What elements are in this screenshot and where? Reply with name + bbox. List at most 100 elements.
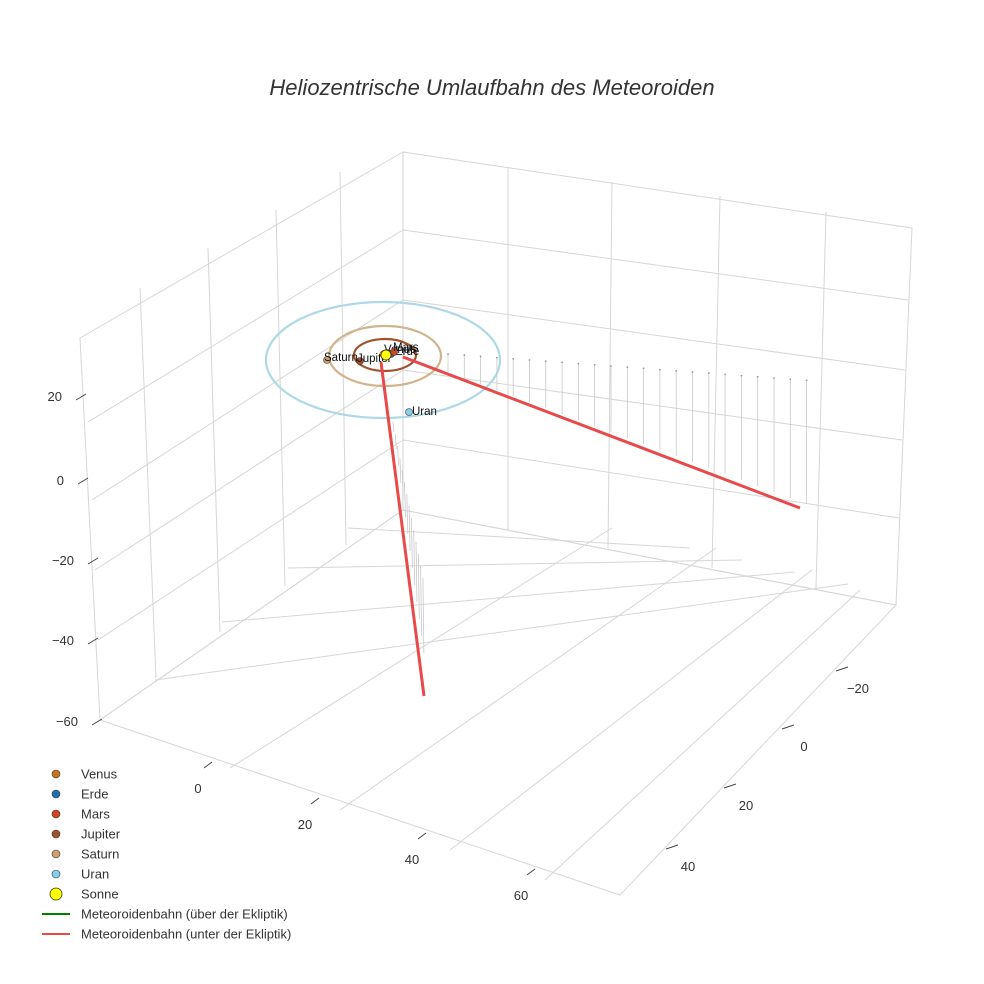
left-wall-gridline — [91, 299, 404, 501]
drop-line — [413, 529, 416, 586]
y-tick-label: 0 — [800, 739, 807, 754]
left-wall-gridline — [97, 439, 404, 641]
y-tick-label: 40 — [681, 859, 695, 874]
y-tick-label: −20 — [847, 681, 869, 696]
drop-dot — [528, 359, 531, 361]
drop-line — [415, 541, 418, 603]
left-wall-gridline — [339, 171, 347, 546]
floor-gridline — [449, 569, 813, 851]
meteoroid-path-below-2 — [379, 361, 426, 697]
drop-line — [392, 421, 395, 433]
legend-item: Meteoroidenbahn (über der Ekliptik) — [42, 907, 288, 922]
legend-item: Jupiter — [51, 827, 121, 842]
legend-marker — [51, 829, 61, 839]
floor-gridline — [154, 583, 849, 681]
drop-line — [420, 565, 422, 637]
z-tick-mark — [87, 637, 99, 645]
x-tick-mark — [310, 797, 320, 805]
drop-dot — [740, 374, 743, 377]
legend-item: Meteoroidenbahn (unter der Ekliptik) — [42, 927, 291, 942]
drop-dot — [463, 354, 466, 357]
planet-label-saturn: Saturn — [324, 352, 358, 364]
drop-dot — [805, 379, 808, 382]
drop-dot — [561, 361, 563, 364]
legend-item: Uran — [51, 867, 109, 882]
legend-label: Saturn — [81, 847, 119, 862]
drop-dot — [756, 375, 759, 378]
back-wall-gridline — [402, 299, 906, 371]
floor-gridline — [544, 589, 861, 881]
legend: Venus Erde Mars Jupiter Saturn Uran Sonne Meteo… — [42, 767, 291, 942]
y-tick-mark — [665, 844, 679, 850]
drop-dot — [789, 378, 792, 381]
z-tick-label: 20 — [48, 389, 62, 404]
legend-marker — [51, 769, 61, 779]
planet-mars — [390, 348, 398, 356]
legend-label: Erde — [81, 787, 108, 802]
z-tick-label: −60 — [56, 714, 78, 729]
z-tick-mark — [75, 393, 87, 401]
drop-line — [408, 505, 411, 552]
x-tick-label: 20 — [298, 817, 312, 832]
x-tick-mark — [526, 868, 536, 876]
legend-label: Meteoroidenbahn (unter der Ekliptik) — [81, 927, 291, 942]
legend-item: Mars — [51, 807, 110, 822]
planet-label-uran: Uran — [412, 406, 437, 418]
drop-line — [399, 457, 402, 484]
drop-lines — [392, 353, 808, 654]
y-tick-mark — [781, 724, 795, 730]
planet-jupiter — [356, 357, 364, 365]
drop-line — [411, 517, 413, 569]
x-tick-mark — [203, 761, 213, 769]
drop-line — [397, 445, 399, 467]
drop-line — [394, 433, 397, 450]
drop-dot — [659, 368, 661, 371]
legend-marker — [51, 809, 61, 819]
floor-gridline — [287, 559, 743, 569]
left-wall-gridline — [139, 287, 157, 679]
drop-dot — [724, 373, 726, 376]
drop-dot — [773, 377, 775, 379]
floor-gridline — [347, 527, 691, 549]
drop-dot — [642, 367, 645, 370]
back-wall-gridline — [402, 439, 900, 519]
y-tick-mark — [835, 666, 849, 672]
drop-dot — [496, 356, 498, 359]
legend-item: Erde — [51, 787, 108, 802]
drop-line — [417, 553, 420, 620]
left-wall-gridline — [87, 229, 404, 423]
drop-dot — [479, 355, 482, 358]
left-wall-gridline — [94, 369, 404, 571]
z-tick-mark — [77, 477, 89, 485]
legend-item: Saturn — [51, 847, 119, 862]
drop-dot — [675, 369, 678, 372]
legend-label: Mars — [81, 807, 110, 822]
drop-dot — [707, 372, 710, 375]
drop-line — [404, 481, 406, 518]
back-wall-gridline — [402, 229, 909, 301]
z-tick-label: −20 — [52, 553, 74, 568]
planet-uran — [405, 408, 413, 416]
legend-label: Meteoroidenbahn (über der Ekliptik) — [81, 907, 288, 922]
back-wall-gridline — [607, 181, 613, 549]
back-wall-gridline — [711, 195, 721, 569]
drop-line — [401, 469, 404, 501]
floor-gridline — [339, 547, 717, 811]
left-wall — [79, 151, 404, 721]
back-wall-gridline — [815, 211, 827, 589]
grid-layer — [79, 151, 913, 896]
legend-sun-marker — [49, 887, 63, 901]
meteoroid-paths — [379, 355, 801, 697]
drop-dot — [691, 371, 694, 373]
drop-dot — [447, 353, 449, 355]
sun-marker — [380, 349, 392, 361]
back-wall — [402, 151, 913, 606]
left-wall-gridline — [275, 209, 286, 587]
drop-dot — [512, 357, 515, 360]
left-wall-gridline — [207, 247, 221, 633]
drop-dot — [577, 362, 580, 365]
legend-item: Sonne — [49, 887, 119, 902]
meteoroid-path-below-1 — [402, 355, 801, 510]
